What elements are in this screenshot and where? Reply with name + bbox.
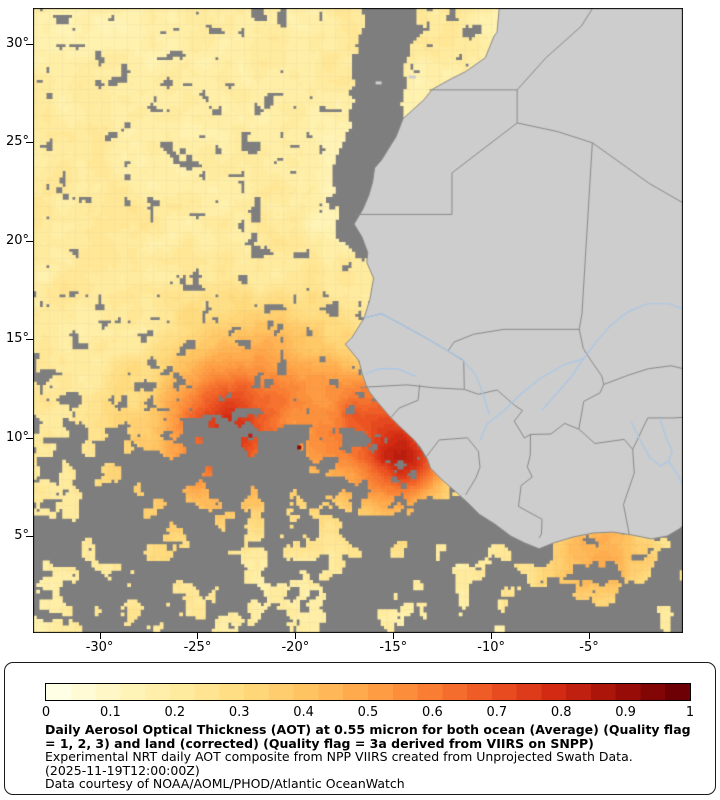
lon-tick-mark (393, 633, 395, 639)
lat-tick-mark (26, 142, 33, 144)
lat-tick-mark (26, 44, 33, 45)
lon-tick-mark (295, 633, 297, 639)
lat-tick-mark (26, 535, 33, 537)
lat-tick-mark (26, 339, 33, 341)
colorbar-tick-label: 0 (41, 705, 51, 720)
colorbar-tick-label: 0.2 (164, 705, 186, 720)
lat-tick-label: 15° (5, 331, 29, 347)
lon-tick-label: -15° (379, 640, 408, 655)
lat-tick-mark (26, 437, 33, 439)
lon-tick-label: -20° (281, 640, 310, 655)
caption-timestamp: (2025-11-19T12:00:00Z) (45, 762, 200, 778)
aot-map-canvas (33, 8, 683, 633)
caption-block: Daily Aerosol Optical Thickness (AOT) at… (45, 723, 700, 791)
caption-subtitle: Experimental NRT daily AOT composite fro… (45, 749, 633, 764)
colorbar-tick-label: 0.6 (422, 705, 443, 720)
caption-title: Daily Aerosol Optical Thickness (AOT) at… (45, 722, 691, 751)
lat-tick-label: 5° (14, 527, 29, 543)
lat-tick-label: 20° (5, 232, 29, 248)
lat-tick-label: 25° (5, 134, 29, 150)
lon-tick-mark (589, 633, 591, 639)
legend-box: 0 0.1 0.2 0.3 0.4 0.5 0.6 0.7 0.8 0.9 1 Daily Aero… (4, 662, 716, 795)
colorbar-tick-label: 0.3 (228, 705, 250, 720)
colorbar-tick-label: 0.4 (293, 705, 314, 720)
lat-tick-label: 10° (5, 429, 29, 445)
colorbar (45, 683, 691, 701)
colorbar-tick-label: 0.7 (486, 705, 508, 720)
colorbar-tick-label: 0.8 (550, 705, 572, 720)
lon-tick-mark (99, 633, 101, 639)
colorbar-tick-label: 0.5 (357, 705, 379, 720)
colorbar-tick-label: 1 (685, 705, 695, 720)
colorbar-tick-label: 0.9 (615, 705, 636, 720)
lon-tick-mark (197, 633, 199, 639)
lon-tick-mark (491, 633, 493, 639)
lat-tick-mark (26, 240, 33, 242)
lon-tick-label: -5° (579, 640, 599, 655)
lon-tick-label: -30° (85, 640, 114, 655)
lon-tick-label: -25° (183, 640, 212, 655)
lon-tick-label: -10° (477, 640, 505, 655)
colorbar-tick-label: 0.1 (100, 705, 121, 720)
lat-tick-label: 30° (5, 36, 29, 51)
caption-credit: Data courtesy of NOAA/AOML/PHOD/Atlantic… (45, 776, 405, 791)
colorbar-tick-labels: 0 0.1 0.2 0.3 0.4 0.5 0.6 0.7 0.8 0.9 1 (5, 663, 715, 794)
